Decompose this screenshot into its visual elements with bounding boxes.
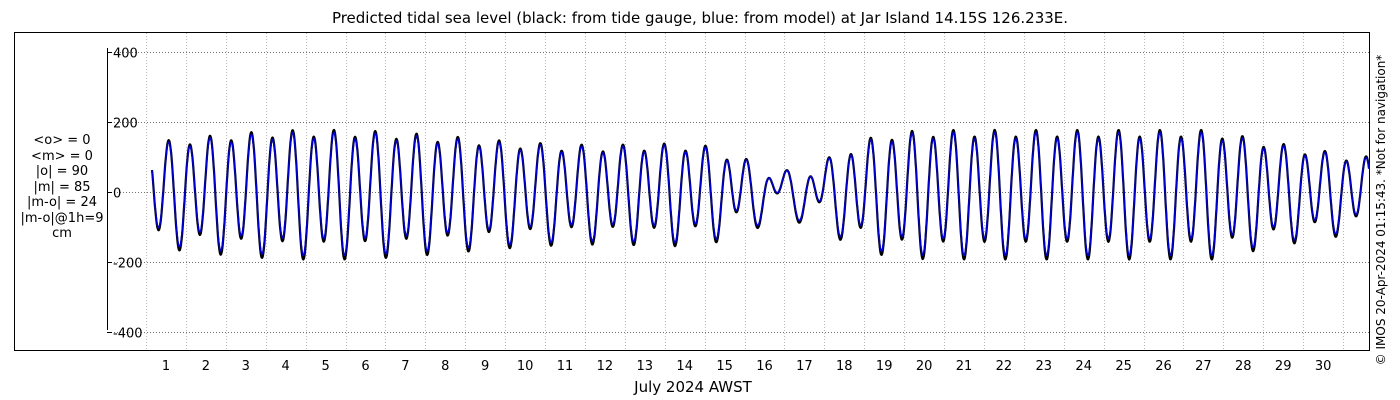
stat-mean-obs: <o> = 0 — [33, 133, 91, 148]
chart-title: Predicted tidal sea level (black: from t… — [331, 9, 1069, 27]
x-tick-label: 28 — [1235, 359, 1252, 374]
x-tick-label: 2 — [202, 359, 210, 374]
x-tick-label: 16 — [756, 359, 773, 374]
x-tick-label: 22 — [996, 359, 1013, 374]
stat-abs-model: |m| = 85 — [33, 179, 91, 195]
y-tick-label: 0 — [113, 187, 121, 202]
x-tick-label: 27 — [1195, 359, 1212, 374]
x-tick-label: 13 — [637, 359, 654, 374]
y-tick-label: 400 — [113, 47, 138, 62]
x-tick-label: 7 — [401, 359, 409, 374]
x-tick-label: 30 — [1315, 359, 1332, 374]
stat-abs-obs: |o| = 90 — [35, 164, 89, 179]
x-tick-label: 17 — [796, 359, 813, 374]
x-tick-label: 4 — [282, 359, 290, 374]
x-tick-label: 15 — [716, 359, 733, 374]
statistics-panel: <o> = 0 <m> = 0 |o| = 90 |m| = 85 |m-o| … — [14, 133, 110, 242]
x-tick-label: 14 — [676, 359, 693, 374]
x-tick-label: 10 — [517, 359, 534, 374]
x-tick-label: 6 — [361, 359, 369, 374]
x-tick-label: 3 — [242, 359, 250, 374]
y-tick-label: -400 — [113, 327, 143, 342]
x-tick-label: 9 — [481, 359, 489, 374]
x-tick-label: 11 — [557, 359, 574, 374]
x-axis-ticks: 1 2 3 4 5 6 7 8 9 10 11 12 13 14 15 16 17 18 19 20 21 22 23 24 2… — [162, 359, 1332, 374]
x-tick-label: 23 — [1036, 359, 1053, 374]
x-tick-label: 21 — [956, 359, 973, 374]
x-tick-label: 24 — [1075, 359, 1092, 374]
x-tick-label: 1 — [162, 359, 170, 374]
model-series-line — [151, 131, 1370, 257]
x-tick-label: 5 — [321, 359, 329, 374]
plot-frame — [14, 32, 1370, 351]
stat-mean-model: <m> = 0 — [31, 148, 93, 164]
x-tick-label: 26 — [1155, 359, 1172, 374]
y-tick-label: -200 — [113, 257, 143, 272]
y-axis-ticks: 400 200 0 -200 -400 — [107, 47, 143, 342]
x-tick-label: 19 — [876, 359, 893, 374]
x-tick-label: 20 — [916, 359, 933, 374]
x-tick-label: 12 — [597, 359, 614, 374]
stat-abs-diff: |m-o| = 24 — [26, 195, 97, 210]
stat-unit: cm — [52, 226, 72, 241]
y-tick-label: 200 — [113, 117, 138, 132]
series-lines — [150, 128, 1371, 261]
x-axis-label: July 2024 AWST — [633, 378, 752, 396]
x-tick-label: 8 — [441, 359, 449, 374]
gridlines — [108, 33, 1369, 350]
x-tick-label: 18 — [836, 359, 853, 374]
x-tick-label: 25 — [1115, 359, 1132, 374]
x-tick-label: 29 — [1275, 359, 1292, 374]
stat-abs-diff-1h: |m-o|@1h=9 — [20, 210, 104, 226]
